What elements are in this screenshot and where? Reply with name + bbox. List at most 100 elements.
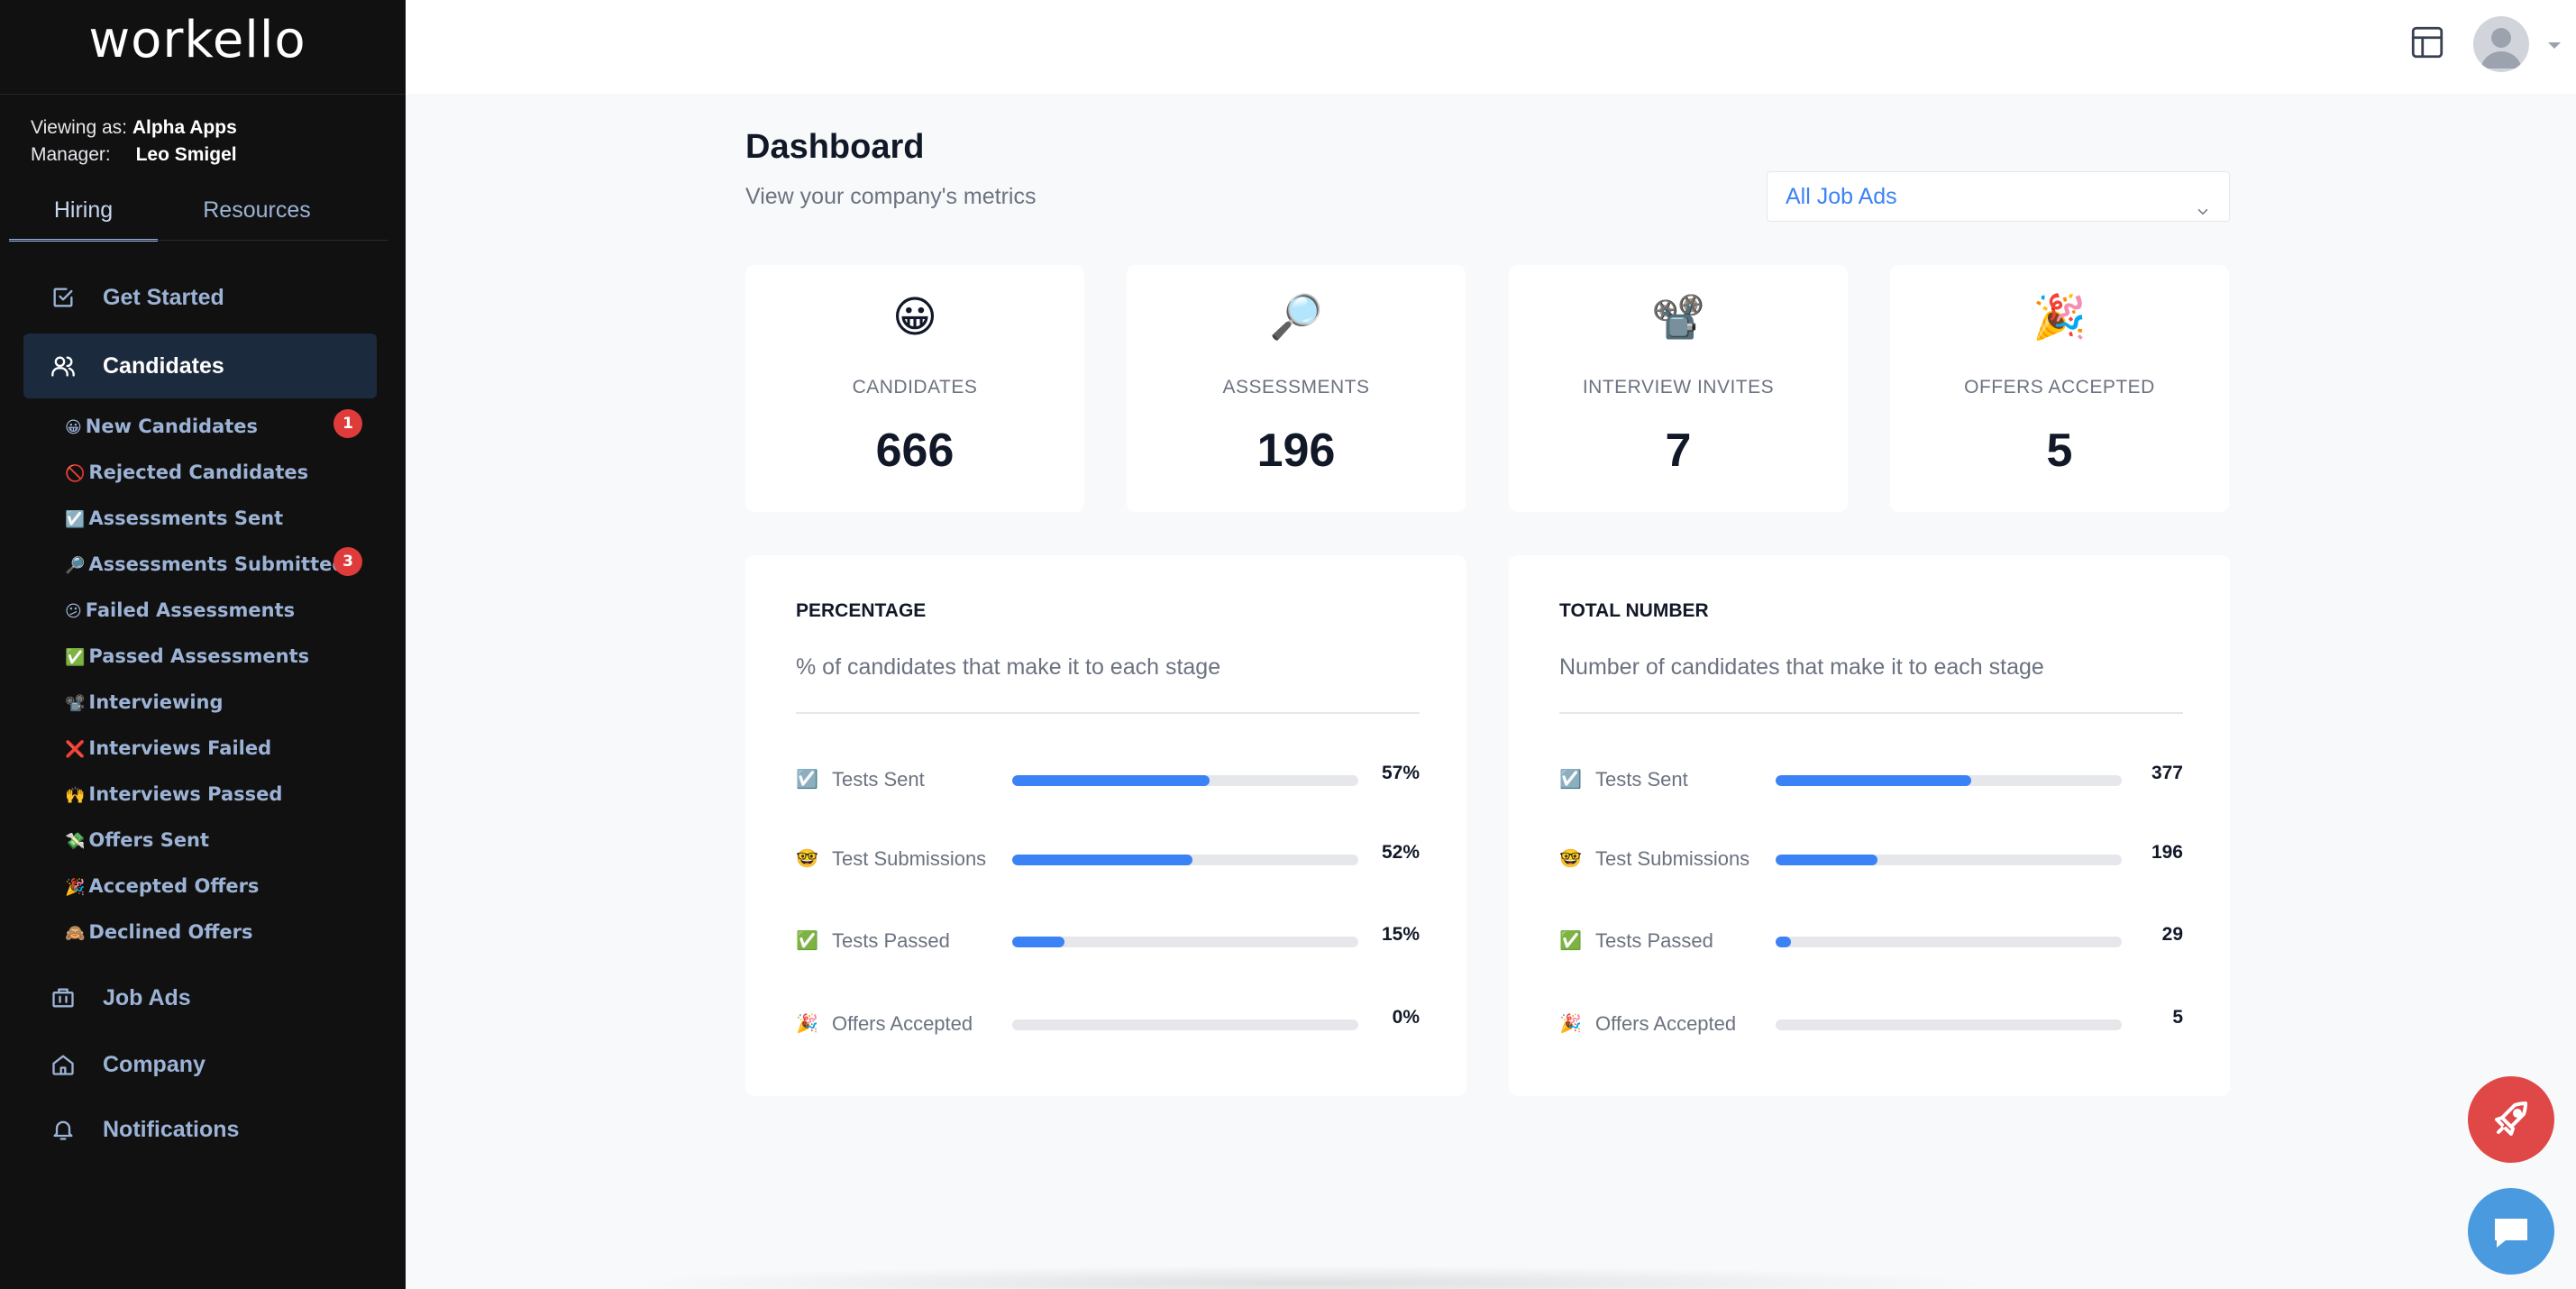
- nav-label: Candidates: [103, 352, 224, 379]
- nav-label: Company: [103, 1051, 206, 1077]
- sub-item-assessments-sent[interactable]: ☑️ Assessments Sent: [65, 505, 362, 532]
- emoji-icon: 🎉: [65, 878, 86, 897]
- sub-item-label: New Candidates: [85, 416, 259, 437]
- sub-item-label: Assessments Sent: [88, 507, 284, 529]
- sub-item-label: Passed Assessments: [88, 645, 310, 667]
- user-avatar-icon[interactable]: [2473, 16, 2529, 72]
- sub-item-interviewing[interactable]: 📽️ Interviewing: [65, 689, 362, 716]
- sub-item-label: Assessments Submitted: [88, 553, 346, 575]
- progress-fill: [1012, 855, 1192, 865]
- party-popper-icon: 🎉: [2032, 292, 2087, 343]
- stat-value: 666: [875, 425, 955, 477]
- nav-candidates[interactable]: Candidates: [23, 334, 377, 398]
- logo[interactable]: workello: [88, 11, 306, 69]
- nav-get-started[interactable]: Get Started: [23, 265, 377, 330]
- stage-value: 5: [2172, 1007, 2183, 1028]
- sub-item-offers-sent[interactable]: 💸 Offers Sent: [65, 827, 362, 854]
- sub-item-accepted-offers[interactable]: 🎉 Accepted Offers: [65, 873, 362, 900]
- top-bar: [406, 0, 2576, 94]
- panel-description: % of candidates that make it to each sta…: [796, 654, 1221, 680]
- sub-item-passed-assessments[interactable]: ✅ Passed Assessments: [65, 643, 362, 670]
- check-mark-icon: ✅: [796, 929, 818, 951]
- chat-icon: [2495, 1219, 2527, 1248]
- stat-card-offers-accepted: 🎉 OFFERS ACCEPTED 5: [1890, 265, 2229, 512]
- chat-button[interactable]: [2468, 1188, 2554, 1275]
- stage-row: 🤓 Test Submissions 196: [1559, 842, 2183, 878]
- sub-item-label: Rejected Candidates: [88, 462, 309, 483]
- tab-resources[interactable]: Resources: [203, 197, 311, 223]
- viewing-value: Alpha Apps: [132, 117, 237, 138]
- stat-value: 196: [1256, 425, 1336, 477]
- manager-value: Leo Smigel: [135, 144, 237, 165]
- nav-label: Get Started: [103, 284, 224, 310]
- nav-label: Notifications: [103, 1116, 240, 1142]
- sub-item-interviews-passed[interactable]: 🙌 Interviews Passed: [65, 781, 362, 808]
- progress-track: [1012, 1019, 1358, 1030]
- stage-label: Test Submissions: [832, 847, 987, 870]
- stage-value: 15%: [1381, 924, 1420, 945]
- stat-value: 5: [2046, 425, 2073, 477]
- sub-item-declined-offers[interactable]: 🙈 Declined Offers: [65, 919, 362, 946]
- users-icon: [50, 353, 76, 379]
- sub-item-interviews-failed[interactable]: ❌ Interviews Failed: [65, 735, 362, 762]
- stat-card-interview-invites: 📽️ INTERVIEW INVITES 7: [1509, 265, 1848, 512]
- emoji-icon: 🚫: [65, 464, 86, 483]
- nav-job-ads[interactable]: Job Ads: [23, 965, 377, 1030]
- sub-item-rejected-candidates[interactable]: 🚫 Rejected Candidates: [65, 459, 362, 486]
- progress-track: [1012, 855, 1358, 865]
- sub-item-label: Declined Offers: [88, 921, 253, 943]
- emoji-icon: 🔎: [65, 556, 86, 575]
- stat-label: OFFERS ACCEPTED: [1964, 377, 2155, 398]
- rocket-button[interactable]: [2468, 1076, 2554, 1163]
- progress-track: [1776, 1019, 2122, 1030]
- sub-item-label: Interviews Passed: [88, 783, 283, 805]
- magnifier-icon: 🔎: [1269, 292, 1323, 343]
- projector-icon: 📽️: [1651, 292, 1705, 343]
- emoji-icon: ✅: [65, 648, 86, 667]
- sub-item-label: Failed Assessments: [85, 599, 296, 621]
- stage-value: 377: [2151, 763, 2183, 783]
- progress-fill: [1776, 775, 1972, 786]
- stage-value: 0%: [1392, 1007, 1420, 1028]
- progress-track: [1776, 775, 2122, 786]
- nav-label: Job Ads: [103, 984, 191, 1010]
- progress-track: [1012, 937, 1358, 947]
- emoji-icon: 💸: [65, 832, 86, 851]
- count-badge: 3: [333, 547, 362, 576]
- stage-value: 52%: [1381, 842, 1420, 863]
- stage-label: Tests Sent: [832, 768, 925, 791]
- layout-icon[interactable]: [2408, 23, 2446, 61]
- stage-row: ✅ Tests Passed 29: [1559, 924, 2183, 960]
- job-ads-select-value: All Job Ads: [1786, 184, 1897, 209]
- sub-item-failed-assessments[interactable]: 😕 Failed Assessments: [65, 597, 362, 624]
- sub-item-new-candidates[interactable]: 😀 New Candidates 1: [65, 409, 362, 440]
- emoji-icon: 😕: [65, 602, 82, 621]
- stat-label: ASSESSMENTS: [1222, 377, 1370, 398]
- stat-card-assessments: 🔎 ASSESSMENTS 196: [1127, 265, 1466, 512]
- sub-item-assessments-submitted[interactable]: 🔎 Assessments Submitted 3: [65, 547, 362, 578]
- manager-label: Manager:: [31, 144, 111, 165]
- chevron-down-icon[interactable]: [2544, 34, 2565, 56]
- nav-notifications[interactable]: Notifications: [23, 1097, 377, 1162]
- grinning-face-icon: 😀: [891, 292, 938, 343]
- nav-company[interactable]: Company: [23, 1032, 377, 1097]
- job-ads-select[interactable]: All Job Ads: [1767, 171, 2230, 222]
- divider: [1559, 712, 2183, 714]
- panel-title: TOTAL NUMBER: [1559, 600, 1709, 621]
- sub-item-label: Accepted Offers: [88, 875, 260, 897]
- home-icon: [50, 1052, 76, 1077]
- bottom-shadow: [613, 1266, 2001, 1289]
- stat-label: CANDIDATES: [852, 377, 978, 398]
- sub-item-label: Interviewing: [88, 691, 224, 713]
- emoji-icon: ❌: [65, 740, 86, 759]
- rocket-icon: [2495, 1102, 2527, 1136]
- stage-label: Tests Sent: [1595, 768, 1688, 791]
- emoji-icon: 🙌: [65, 786, 86, 805]
- sidebar: workello Viewing as: Alpha Apps Manager:…: [0, 0, 406, 1289]
- progress-fill: [1012, 775, 1210, 786]
- checkbox-icon: ☑️: [1559, 768, 1582, 790]
- stage-row: ☑️ Tests Sent 57%: [796, 763, 1420, 799]
- emoji-icon: 😀: [65, 418, 82, 437]
- tab-hiring[interactable]: Hiring: [9, 197, 158, 242]
- stage-label: Offers Accepted: [1595, 1012, 1737, 1035]
